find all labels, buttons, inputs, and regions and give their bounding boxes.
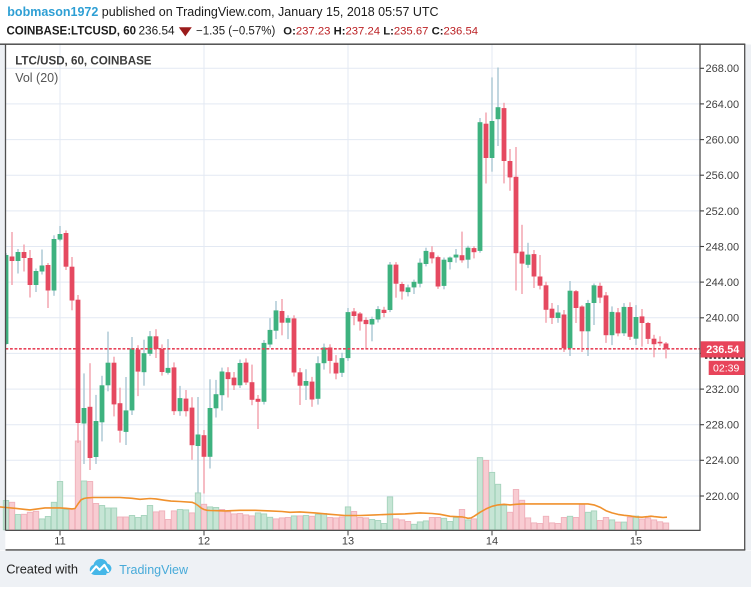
svg-text:224.00: 224.00	[706, 455, 740, 467]
svg-text:02:39: 02:39	[713, 363, 739, 375]
svg-text:15: 15	[630, 536, 642, 548]
svg-text:13: 13	[342, 536, 354, 548]
svg-text:O:237.23 H:237.24 L:235.67 C:2: O:237.23 H:237.24 L:235.67 C:236.54	[283, 26, 478, 38]
svg-text:−1.35 (−0.57%): −1.35 (−0.57%)	[196, 26, 275, 38]
svg-text:Vol (20): Vol (20)	[15, 71, 58, 85]
svg-text:11: 11	[54, 536, 65, 548]
svg-text:bobmason1972 published on Trad: bobmason1972 published on TradingView.co…	[7, 5, 438, 19]
svg-text:268.00: 268.00	[706, 63, 740, 75]
svg-text:TradingView: TradingView	[119, 563, 189, 577]
svg-text:COINBASE:LTCUSD, 60: COINBASE:LTCUSD, 60	[7, 26, 137, 38]
svg-text:14: 14	[486, 536, 498, 548]
svg-text:Created with: Created with	[6, 561, 78, 576]
svg-text:244.00: 244.00	[706, 277, 740, 289]
svg-text:236.54: 236.54	[139, 24, 176, 38]
svg-text:220.00: 220.00	[706, 491, 740, 503]
svg-text:264.00: 264.00	[706, 99, 740, 111]
svg-text:248.00: 248.00	[706, 241, 740, 253]
svg-text:236.54: 236.54	[706, 344, 739, 356]
svg-text:228.00: 228.00	[706, 420, 740, 432]
svg-text:260.00: 260.00	[706, 135, 740, 147]
svg-text:256.00: 256.00	[706, 170, 740, 182]
svg-text:240.00: 240.00	[706, 313, 740, 325]
svg-text:232.00: 232.00	[706, 384, 740, 396]
svg-text:12: 12	[198, 536, 210, 548]
svg-text:LTC/USD, 60, COINBASE: LTC/USD, 60, COINBASE	[15, 54, 152, 67]
svg-text:252.00: 252.00	[706, 206, 740, 218]
